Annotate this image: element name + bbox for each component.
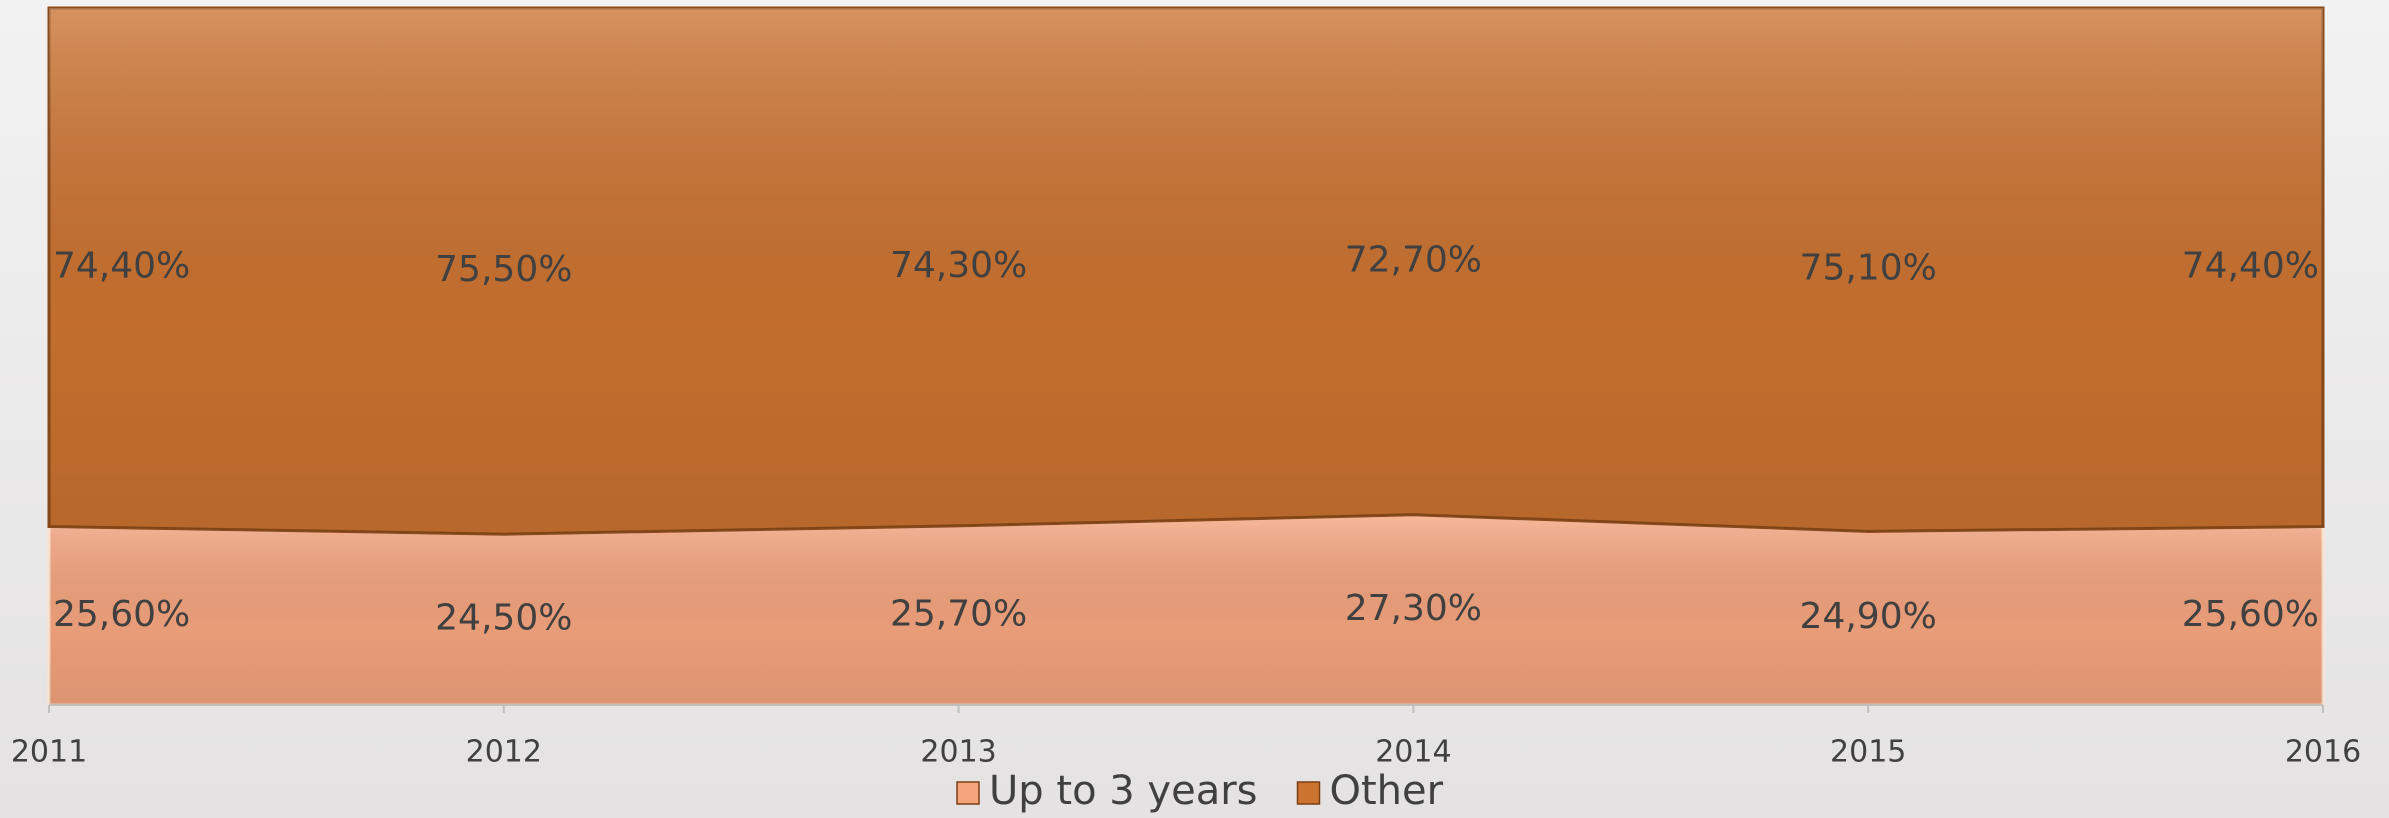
value-label: 74,30% (890, 245, 1027, 286)
legend-label: Up to 3 years (989, 768, 1258, 814)
x-tick-label: 2011 (11, 735, 87, 770)
legend-swatch (1296, 781, 1321, 805)
x-tick-label: 2013 (920, 735, 996, 770)
x-tick-label: 2012 (466, 735, 542, 770)
value-label: 74,40% (53, 245, 190, 286)
legend-swatch (956, 781, 980, 805)
value-label: 75,10% (1800, 248, 1937, 289)
value-label: 24,90% (1800, 596, 1937, 637)
area-shade (49, 514, 2323, 705)
value-label: 27,30% (1345, 588, 1482, 629)
x-tick-label: 2016 (2285, 735, 2361, 770)
value-label: 75,50% (435, 249, 572, 290)
area-shade (49, 8, 2323, 535)
value-label: 72,70% (1345, 239, 1482, 280)
value-label: 24,50% (435, 598, 572, 639)
value-label: 74,40% (2182, 245, 2319, 286)
legend-label: Other (1330, 768, 1444, 814)
x-tick-label: 2015 (1830, 735, 1906, 770)
value-label: 25,60% (53, 594, 190, 635)
value-label: 25,70% (890, 593, 1027, 634)
legend: Up to 3 years Other (956, 768, 1444, 814)
x-tick-label: 2014 (1375, 735, 1451, 770)
value-label: 25,60% (2182, 594, 2319, 635)
